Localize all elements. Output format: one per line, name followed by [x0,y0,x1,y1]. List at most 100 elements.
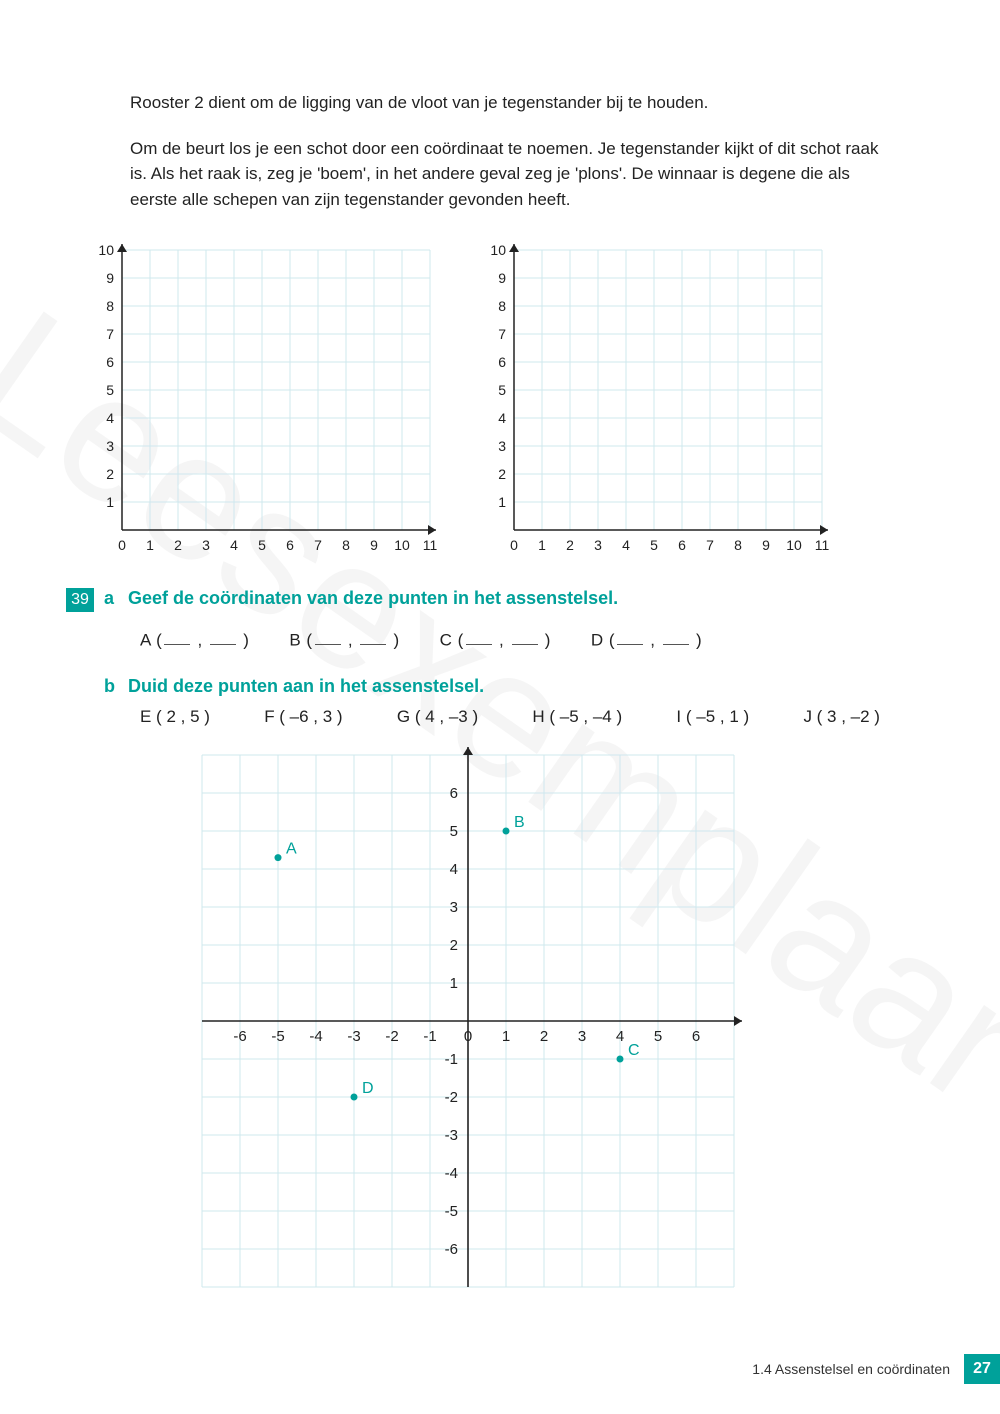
svg-text:6: 6 [678,537,686,553]
intro-p2: Om de beurt los je een schot door een co… [130,136,890,213]
svg-text:10: 10 [786,537,802,553]
point-G: G ( 4 , –3 ) [397,707,478,727]
svg-text:5: 5 [650,537,658,553]
svg-text:3: 3 [578,1028,586,1045]
svg-text:9: 9 [106,270,114,286]
svg-text:6: 6 [286,537,294,553]
coord-chart-wrap: -6 -5 -4 -3 -2 -1 0 1 2 3 4 5 6 -6 -5 -4 -3 -2 -1 1 2 3 4 5 6 A B C… [190,743,890,1304]
svg-text:-6: -6 [445,1241,458,1258]
svg-text:2: 2 [174,537,182,553]
svg-text:-4: -4 [445,1165,458,1182]
svg-text:10: 10 [490,242,506,258]
grid-right: 0123456789101112345678910 [482,232,834,558]
svg-text:A: A [286,841,297,858]
svg-text:5: 5 [654,1028,662,1045]
svg-text:10: 10 [394,537,410,553]
svg-text:-4: -4 [309,1028,322,1045]
point-E: E ( 2 , 5 ) [140,707,210,727]
blank-D[interactable]: D ( , ) [591,630,702,650]
svg-text:3: 3 [202,537,210,553]
footer: 1.4 Assenstelsel en coördinaten 27 [752,1354,1000,1384]
page-number-badge: 27 [964,1354,1000,1384]
svg-text:0: 0 [510,537,518,553]
svg-text:6: 6 [450,785,458,802]
svg-text:3: 3 [498,438,506,454]
point-J: J ( 3 , –2 ) [803,707,880,727]
grid-left: 0123456789101112345678910 [90,232,442,558]
svg-text:B: B [514,814,525,831]
exercise-letter-b: b [104,676,128,697]
svg-text:4: 4 [616,1028,624,1045]
svg-text:-1: -1 [423,1028,436,1045]
points-list: E ( 2 , 5 ) F ( –6 , 3 ) G ( 4 , –3 ) H … [140,707,890,727]
svg-text:9: 9 [370,537,378,553]
point-F: F ( –6 , 3 ) [264,707,342,727]
svg-text:8: 8 [734,537,742,553]
point-H: H ( –5 , –4 ) [532,707,622,727]
svg-text:5: 5 [258,537,266,553]
svg-text:7: 7 [706,537,714,553]
svg-text:3: 3 [106,438,114,454]
svg-text:1: 1 [502,1028,510,1045]
svg-text:2: 2 [450,937,458,954]
svg-text:4: 4 [622,537,630,553]
svg-text:D: D [362,1080,374,1097]
svg-text:1: 1 [498,494,506,510]
svg-text:0: 0 [118,537,126,553]
svg-text:9: 9 [498,270,506,286]
svg-text:6: 6 [692,1028,700,1045]
svg-text:4: 4 [498,410,506,426]
svg-text:8: 8 [106,298,114,314]
svg-text:-6: -6 [233,1028,246,1045]
svg-text:3: 3 [594,537,602,553]
svg-text:4: 4 [106,410,114,426]
svg-text:1: 1 [106,494,114,510]
coord-chart: -6 -5 -4 -3 -2 -1 0 1 2 3 4 5 6 -6 -5 -4 -3 -2 -1 1 2 3 4 5 6 A B C… [190,743,746,1299]
svg-text:3: 3 [450,899,458,916]
svg-text:-3: -3 [347,1028,360,1045]
svg-text:1: 1 [538,537,546,553]
intro-p1: Rooster 2 dient om de ligging van de vlo… [130,90,890,116]
svg-text:7: 7 [314,537,322,553]
answer-blanks-row: A ( , ) B ( , ) C ( , ) D ( , ) [140,630,890,650]
svg-text:-2: -2 [445,1089,458,1106]
point-I: I ( –5 , 1 ) [676,707,749,727]
blank-B[interactable]: B ( , ) [289,630,399,650]
svg-text:8: 8 [342,537,350,553]
svg-text:0: 0 [464,1028,472,1045]
svg-text:2: 2 [540,1028,548,1045]
svg-text:5: 5 [498,382,506,398]
svg-text:9: 9 [762,537,770,553]
svg-text:-5: -5 [271,1028,284,1045]
svg-text:5: 5 [450,823,458,840]
blank-A[interactable]: A ( , ) [140,630,249,650]
svg-text:11: 11 [423,537,438,553]
svg-text:-2: -2 [385,1028,398,1045]
exercise-39b-title: Duid deze punten aan in het assenstelsel… [128,676,484,697]
exercise-letter-a: a [104,588,128,609]
svg-text:-1: -1 [445,1051,458,1068]
svg-text:C: C [628,1042,640,1059]
svg-text:1: 1 [146,537,154,553]
svg-text:6: 6 [498,354,506,370]
svg-text:2: 2 [566,537,574,553]
svg-text:1: 1 [450,975,458,992]
svg-text:11: 11 [815,537,830,553]
blank-C[interactable]: C ( , ) [440,630,551,650]
svg-text:6: 6 [106,354,114,370]
svg-text:2: 2 [498,466,506,482]
svg-text:4: 4 [230,537,238,553]
svg-text:7: 7 [106,326,114,342]
small-grids-row: 0123456789101112345678910 01234567891011… [90,232,890,558]
svg-text:10: 10 [98,242,114,258]
svg-text:4: 4 [450,861,458,878]
exercise-number-badge: 39 [66,588,94,612]
exercise-39a-row: 39 a Geef de coördinaten van deze punten… [66,588,890,612]
svg-text:7: 7 [498,326,506,342]
svg-text:-5: -5 [445,1203,458,1220]
svg-text:5: 5 [106,382,114,398]
exercise-39a-title: Geef de coördinaten van deze punten in h… [128,588,618,609]
svg-text:-3: -3 [445,1127,458,1144]
exercise-39b-row: b Duid deze punten aan in het assenstels… [66,676,890,697]
svg-text:8: 8 [498,298,506,314]
